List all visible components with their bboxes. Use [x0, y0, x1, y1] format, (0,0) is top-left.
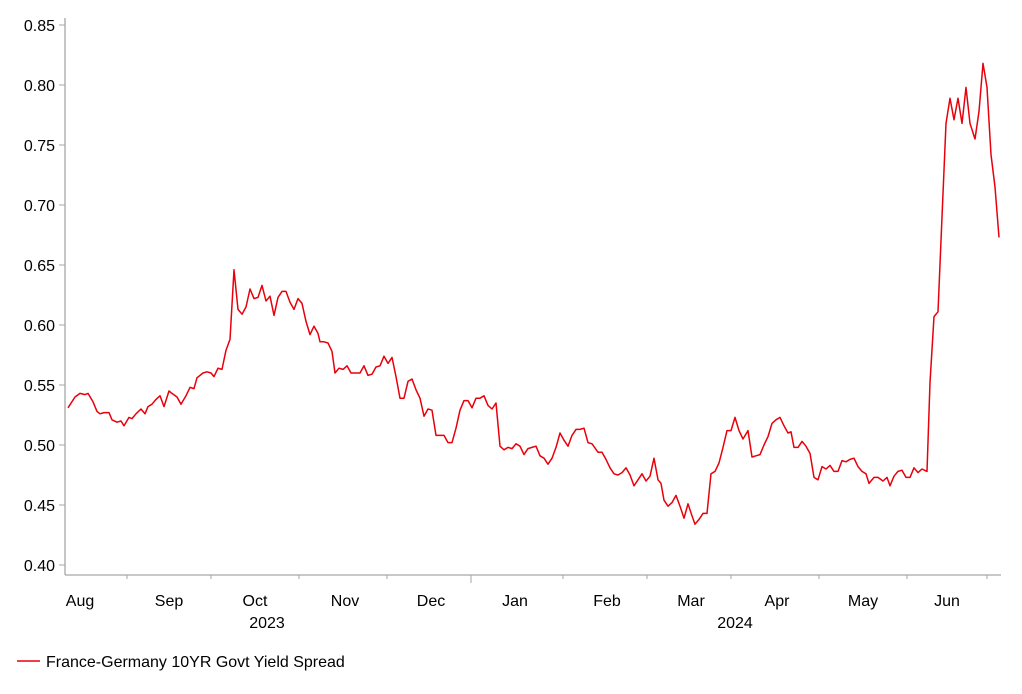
y-tick-label: 0.55	[24, 378, 55, 395]
y-tick-label: 0.70	[24, 198, 55, 215]
x-month-label: May	[848, 593, 878, 610]
x-month-label: Feb	[593, 593, 621, 610]
y-tick-label: 0.40	[24, 558, 55, 575]
x-month-label: Sep	[155, 593, 184, 610]
legend-label: France-Germany 10YR Govt Yield Spread	[46, 654, 345, 671]
y-tick-label: 0.85	[24, 18, 55, 35]
x-axis: Aug Sep Oct Nov Dec Jan Feb Mar Apr May Jun 2023 202…	[65, 574, 1001, 632]
series-line	[67, 62, 1000, 525]
legend: France-Germany 10YR Govt Yield Spread	[17, 654, 345, 671]
x-month-label: Dec	[417, 593, 445, 610]
x-month-label: Mar	[677, 593, 705, 610]
x-month-label: Nov	[331, 593, 359, 610]
y-tick-label: 0.60	[24, 318, 55, 335]
x-month-label: Oct	[243, 593, 268, 610]
plot-area	[67, 62, 1000, 525]
y-axis: 0.40 0.45 0.50 0.55 0.60 0.65 0.70 0.75 0.80 0.85	[24, 18, 66, 575]
x-month-label: Aug	[66, 593, 94, 610]
x-month-label: Jun	[934, 593, 960, 610]
x-year-label: 2024	[717, 615, 753, 632]
x-month-label: Jan	[502, 593, 528, 610]
x-month-label: Apr	[765, 593, 791, 610]
y-tick-label: 0.45	[24, 498, 55, 515]
y-tick-label: 0.80	[24, 78, 55, 95]
y-tick-label: 0.75	[24, 138, 55, 155]
y-tick-label: 0.50	[24, 438, 55, 455]
x-year-label: 2023	[249, 615, 285, 632]
y-tick-label: 0.65	[24, 258, 55, 275]
